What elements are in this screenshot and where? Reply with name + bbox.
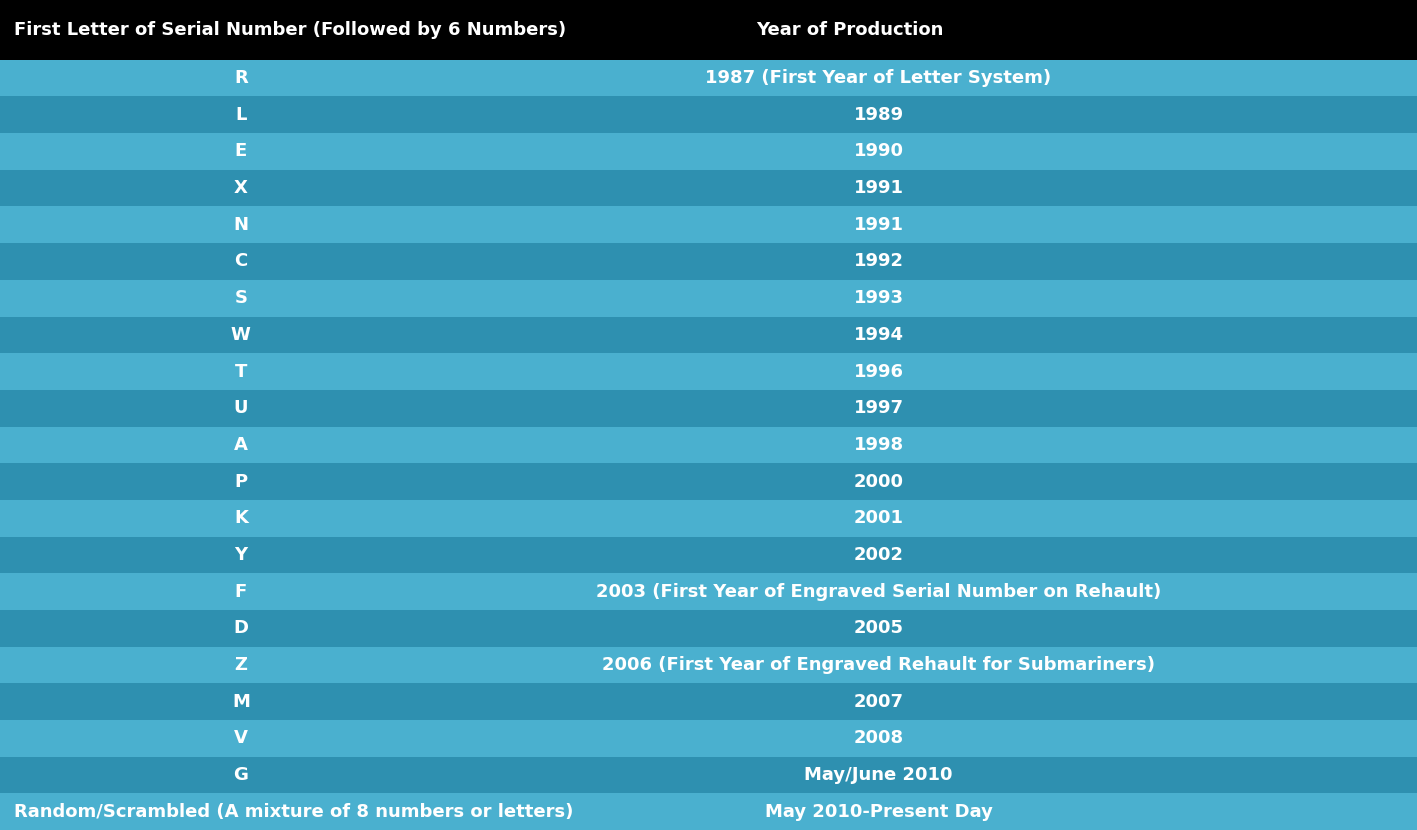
Text: 2008: 2008 [853, 730, 904, 747]
Text: May 2010-Present Day: May 2010-Present Day [765, 803, 992, 821]
Text: R: R [234, 69, 248, 87]
Text: A: A [234, 436, 248, 454]
Text: T: T [235, 363, 247, 380]
Text: 2002: 2002 [853, 546, 904, 564]
Bar [0, 316, 1417, 354]
Bar [0, 354, 1417, 390]
Text: G: G [234, 766, 248, 784]
Text: 1996: 1996 [853, 363, 904, 380]
Bar [0, 243, 1417, 280]
Text: 1989: 1989 [853, 105, 904, 124]
Bar [0, 463, 1417, 500]
Text: 1987 (First Year of Letter System): 1987 (First Year of Letter System) [706, 69, 1051, 87]
Text: M: M [232, 692, 249, 710]
Bar [0, 683, 1417, 720]
Text: 1992: 1992 [853, 252, 904, 271]
Text: E: E [235, 143, 247, 160]
Text: 1991: 1991 [853, 216, 904, 234]
Text: L: L [235, 105, 247, 124]
Text: Y: Y [234, 546, 248, 564]
Bar [0, 170, 1417, 207]
Text: 1993: 1993 [853, 289, 904, 307]
Text: W: W [231, 326, 251, 344]
Text: K: K [234, 510, 248, 527]
Bar [0, 0, 1417, 60]
Text: 1994: 1994 [853, 326, 904, 344]
Text: P: P [234, 472, 248, 491]
Text: 1997: 1997 [853, 399, 904, 417]
Text: Z: Z [234, 656, 248, 674]
Text: 2005: 2005 [853, 619, 904, 637]
Text: Year of Production: Year of Production [757, 21, 944, 39]
Text: 2001: 2001 [853, 510, 904, 527]
Text: X: X [234, 179, 248, 198]
Text: 2000: 2000 [853, 472, 904, 491]
Text: F: F [235, 583, 247, 601]
Text: May/June 2010: May/June 2010 [805, 766, 952, 784]
Text: D: D [234, 619, 248, 637]
Text: U: U [234, 399, 248, 417]
Text: C: C [234, 252, 248, 271]
Bar [0, 280, 1417, 316]
Bar [0, 793, 1417, 830]
Bar [0, 610, 1417, 647]
Bar [0, 574, 1417, 610]
Bar [0, 536, 1417, 574]
Text: 1990: 1990 [853, 143, 904, 160]
Bar [0, 647, 1417, 683]
Bar [0, 500, 1417, 536]
Text: S: S [234, 289, 248, 307]
Bar [0, 757, 1417, 793]
Bar [0, 720, 1417, 757]
Text: 1991: 1991 [853, 179, 904, 198]
Text: First Letter of Serial Number (Followed by 6 Numbers): First Letter of Serial Number (Followed … [14, 21, 567, 39]
Bar [0, 427, 1417, 463]
Bar [0, 390, 1417, 427]
Text: 1998: 1998 [853, 436, 904, 454]
Text: 2006 (First Year of Engraved Rehault for Submariners): 2006 (First Year of Engraved Rehault for… [602, 656, 1155, 674]
Bar [0, 207, 1417, 243]
Text: 2007: 2007 [853, 692, 904, 710]
Text: Random/Scrambled (A mixture of 8 numbers or letters): Random/Scrambled (A mixture of 8 numbers… [14, 803, 574, 821]
Bar [0, 133, 1417, 170]
Bar [0, 60, 1417, 96]
Text: 2003 (First Year of Engraved Serial Number on Rehault): 2003 (First Year of Engraved Serial Numb… [597, 583, 1161, 601]
Text: V: V [234, 730, 248, 747]
Text: N: N [234, 216, 248, 234]
Bar [0, 96, 1417, 133]
